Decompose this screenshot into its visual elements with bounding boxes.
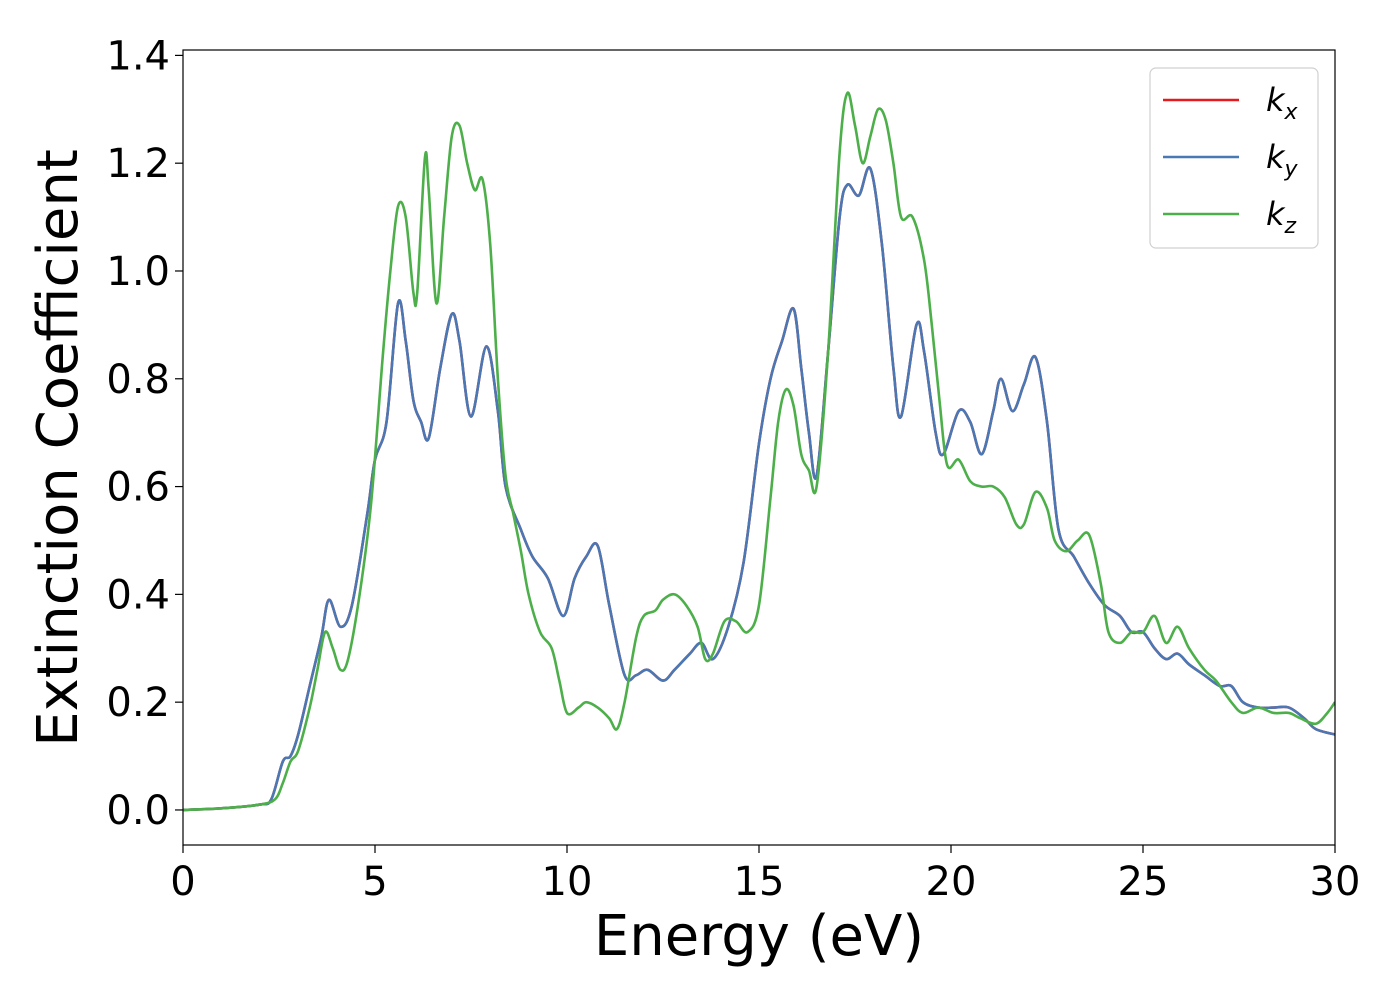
x-tick-label: 20 — [926, 859, 977, 905]
x-tick-label: 10 — [542, 859, 593, 905]
x-tick-label: 15 — [734, 859, 785, 905]
x-tick-label: 0 — [170, 859, 195, 905]
y-tick-label: 0.0 — [106, 788, 170, 834]
legend-label-base: k — [1266, 138, 1286, 176]
y-axis-title: Extinction Coefficient — [26, 149, 91, 747]
y-tick-label: 1.2 — [106, 141, 170, 187]
x-tick-label: 30 — [1310, 859, 1361, 905]
series-line-k-x — [183, 166, 1335, 812]
legend-label: kz — [1266, 195, 1297, 239]
legend-label: kx — [1266, 81, 1299, 125]
legend-label-subscript: y — [1284, 157, 1299, 182]
legend-label-base: k — [1266, 195, 1286, 233]
y-axis-ticks: 0.0 0.2 0.4 0.6 0.8 1.0 1.2 1.4 — [106, 33, 183, 834]
legend-entry-k-y: ky — [1163, 138, 1299, 182]
legend-label-subscript: x — [1284, 100, 1299, 125]
y-tick-label: 0.6 — [106, 465, 170, 511]
y-tick-label: 1.4 — [106, 33, 170, 79]
y-tick-label: 0.4 — [106, 572, 170, 618]
series-layer — [183, 91, 1335, 812]
y-tick-label: 0.2 — [106, 680, 170, 726]
legend-label: ky — [1266, 138, 1299, 182]
legend-label-subscript: z — [1284, 214, 1297, 239]
x-tick-label: 5 — [362, 859, 387, 905]
x-axis-title: Energy (eV) — [594, 904, 924, 969]
legend-label-base: k — [1266, 81, 1286, 119]
legend-entry-k-x: kx — [1163, 81, 1299, 125]
y-tick-label: 1.0 — [106, 249, 170, 295]
series-line-k-y — [183, 166, 1335, 812]
x-axis-ticks: 0 5 10 15 20 25 30 — [170, 845, 1360, 905]
x-tick-label: 25 — [1118, 859, 1169, 905]
series-line-k-z — [183, 91, 1335, 812]
y-tick-label: 0.8 — [106, 357, 170, 403]
legend-entry-k-z: kz — [1163, 195, 1297, 239]
